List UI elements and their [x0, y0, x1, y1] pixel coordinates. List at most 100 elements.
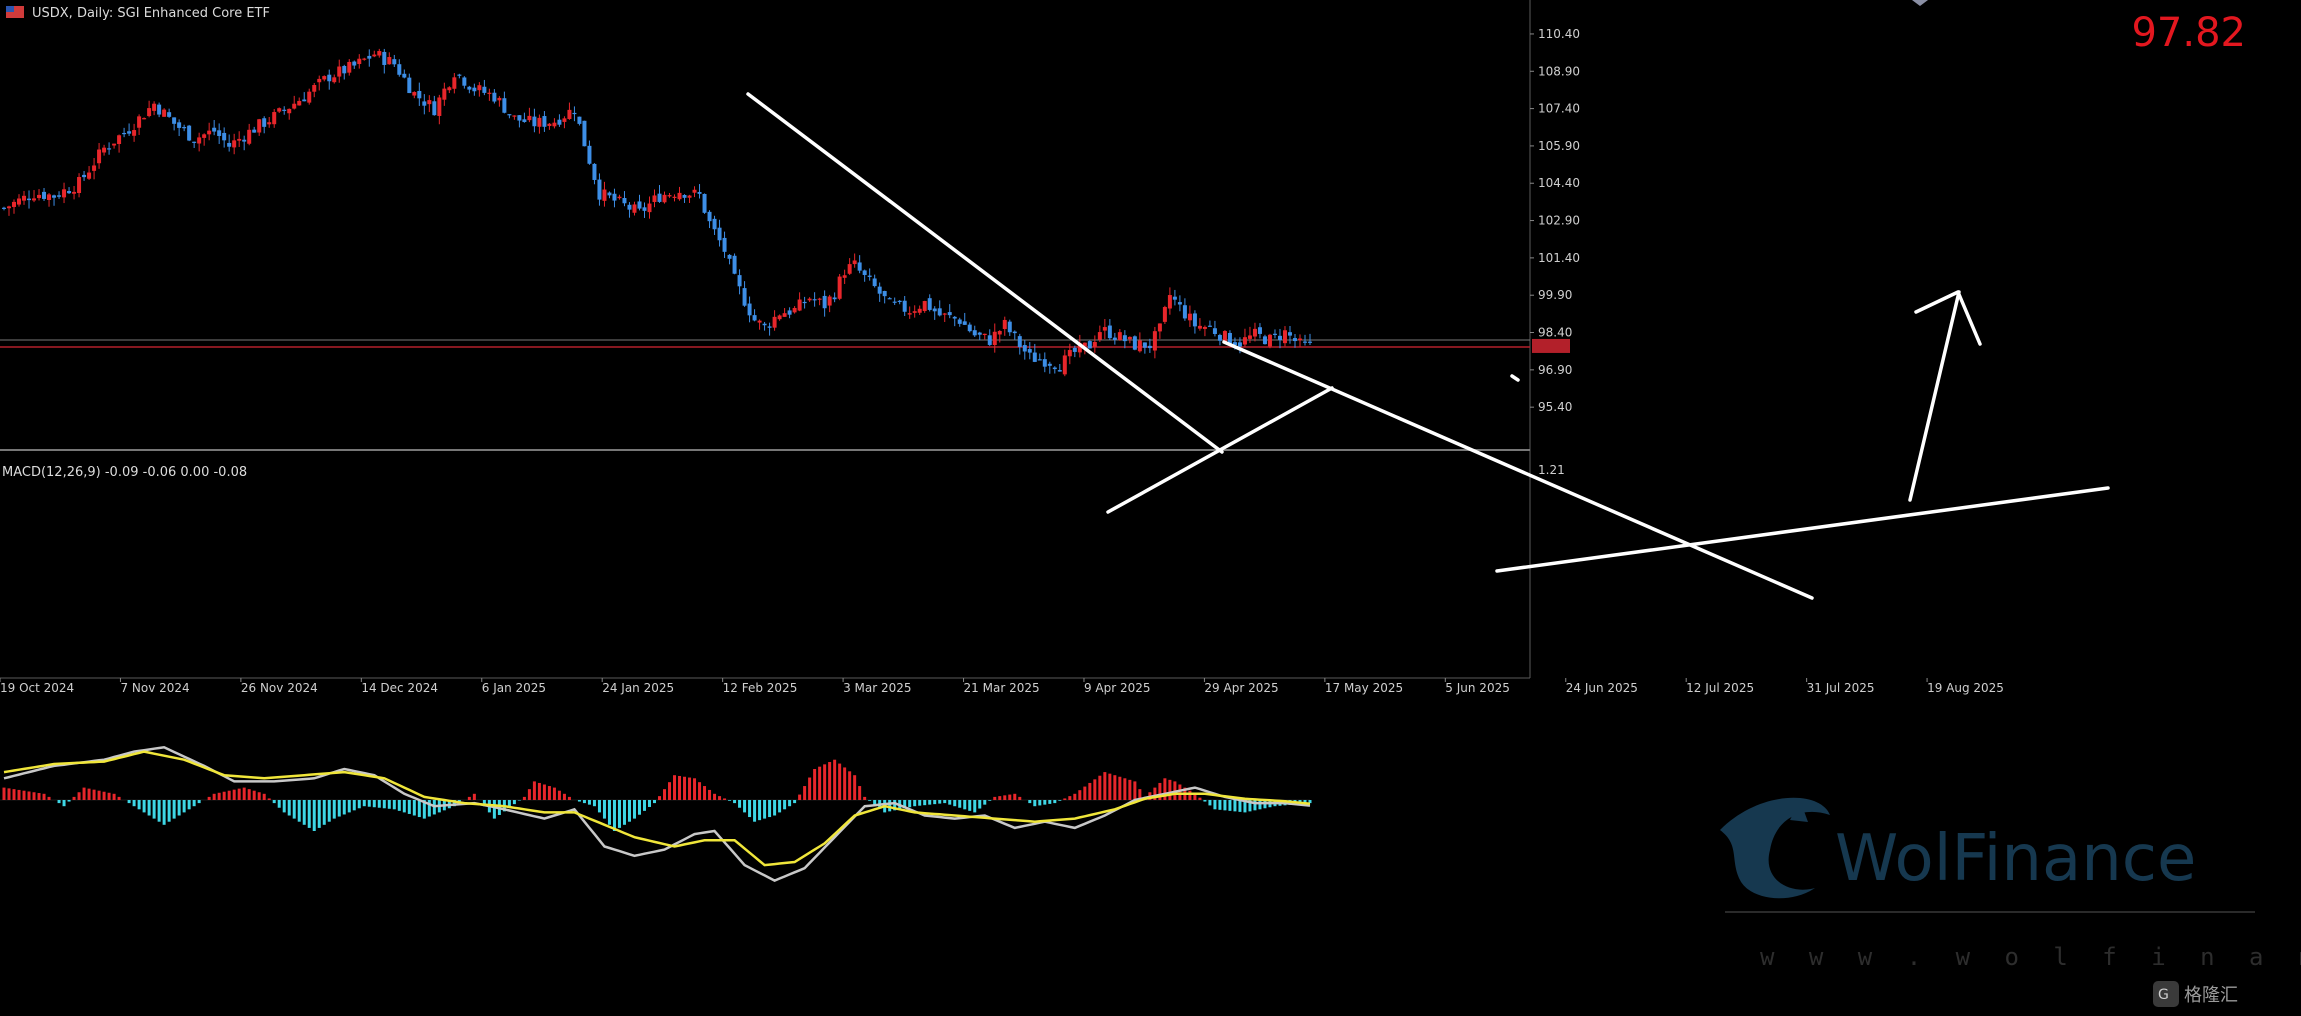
candle[interactable] — [247, 123, 252, 146]
candle[interactable] — [232, 133, 237, 155]
candle[interactable] — [947, 304, 952, 319]
candle[interactable] — [292, 95, 297, 110]
candle[interactable] — [182, 124, 187, 132]
candle[interactable] — [1292, 334, 1297, 348]
candle[interactable] — [147, 100, 152, 118]
candle[interactable] — [7, 205, 12, 216]
candle[interactable] — [742, 281, 747, 307]
candle[interactable] — [322, 75, 327, 82]
candle[interactable] — [282, 106, 287, 115]
candle[interactable] — [277, 107, 282, 114]
candle[interactable] — [812, 292, 817, 307]
candle[interactable] — [177, 119, 182, 137]
candle[interactable] — [192, 141, 197, 148]
candle[interactable] — [822, 290, 827, 317]
candle[interactable] — [332, 74, 337, 84]
candle[interactable] — [992, 323, 997, 353]
candle[interactable] — [1267, 333, 1272, 349]
candle[interactable] — [932, 306, 937, 320]
trendline-mark[interactable] — [1510, 374, 1520, 382]
candle[interactable] — [197, 132, 202, 152]
candle[interactable] — [1172, 289, 1177, 306]
candle[interactable] — [262, 116, 267, 134]
candle[interactable] — [927, 294, 932, 312]
candle[interactable] — [167, 108, 172, 118]
candle[interactable] — [1142, 342, 1147, 354]
candle[interactable] — [552, 118, 557, 129]
candle[interactable] — [522, 112, 527, 123]
candle[interactable] — [952, 315, 957, 327]
candle[interactable] — [422, 94, 427, 115]
candle[interactable] — [832, 292, 837, 303]
candle[interactable] — [892, 297, 897, 305]
candle[interactable] — [307, 88, 312, 105]
candle[interactable] — [687, 194, 692, 204]
candle[interactable] — [437, 94, 442, 125]
candle[interactable] — [617, 194, 622, 200]
trendline-wedge-low[interactable] — [1106, 386, 1334, 514]
candle[interactable] — [917, 305, 922, 316]
candle[interactable] — [407, 73, 412, 94]
candle[interactable] — [67, 187, 72, 194]
candle[interactable] — [122, 127, 127, 138]
candle[interactable] — [1042, 352, 1047, 373]
candle[interactable] — [137, 114, 142, 135]
candle[interactable] — [117, 134, 122, 153]
candle[interactable] — [47, 193, 52, 207]
candle[interactable] — [1147, 338, 1152, 353]
candle[interactable] — [342, 64, 347, 80]
candle[interactable] — [227, 134, 232, 152]
candle[interactable] — [1107, 319, 1112, 341]
candle[interactable] — [577, 116, 582, 126]
candle[interactable] — [597, 173, 602, 206]
candle[interactable] — [1092, 335, 1097, 353]
candle[interactable] — [72, 185, 77, 200]
candle[interactable] — [1302, 334, 1307, 346]
candle[interactable] — [1217, 333, 1222, 346]
candle[interactable] — [327, 69, 332, 90]
candle[interactable] — [807, 297, 812, 302]
candle[interactable] — [1257, 323, 1262, 339]
candle[interactable] — [107, 142, 112, 155]
candle[interactable] — [1062, 349, 1067, 377]
candle[interactable] — [902, 295, 907, 317]
candle[interactable] — [392, 54, 397, 68]
candle[interactable] — [377, 48, 382, 58]
candle[interactable] — [397, 59, 402, 77]
candle[interactable] — [547, 122, 552, 130]
candle[interactable] — [867, 268, 872, 281]
candle[interactable] — [642, 202, 647, 218]
candle[interactable] — [682, 194, 687, 203]
candle[interactable] — [587, 140, 592, 165]
candle[interactable] — [237, 131, 242, 147]
candle[interactable] — [1182, 298, 1187, 321]
candle[interactable] — [717, 219, 722, 247]
candle[interactable] — [382, 48, 387, 74]
candle[interactable] — [52, 194, 57, 206]
candle[interactable] — [852, 253, 857, 268]
candle[interactable] — [1252, 322, 1257, 342]
candle[interactable] — [317, 75, 322, 91]
candle[interactable] — [532, 108, 537, 133]
candle[interactable] — [872, 274, 877, 288]
candle[interactable] — [1012, 330, 1017, 340]
candle[interactable] — [447, 86, 452, 94]
candle[interactable] — [1197, 318, 1202, 331]
candle[interactable] — [1202, 325, 1207, 337]
candle[interactable] — [942, 312, 947, 323]
candle[interactable] — [1242, 328, 1247, 347]
candle[interactable] — [62, 182, 67, 204]
candle[interactable] — [777, 314, 782, 321]
candle[interactable] — [962, 312, 967, 325]
candle[interactable] — [1057, 364, 1062, 372]
candle[interactable] — [1022, 340, 1027, 360]
candle[interactable] — [362, 57, 367, 61]
candle[interactable] — [572, 106, 577, 122]
candle[interactable] — [37, 189, 42, 201]
candle[interactable] — [272, 109, 277, 128]
candle[interactable] — [502, 91, 507, 114]
candle[interactable] — [1187, 305, 1192, 327]
candle[interactable] — [97, 143, 102, 169]
candle[interactable] — [987, 329, 992, 346]
candle[interactable] — [972, 325, 977, 337]
